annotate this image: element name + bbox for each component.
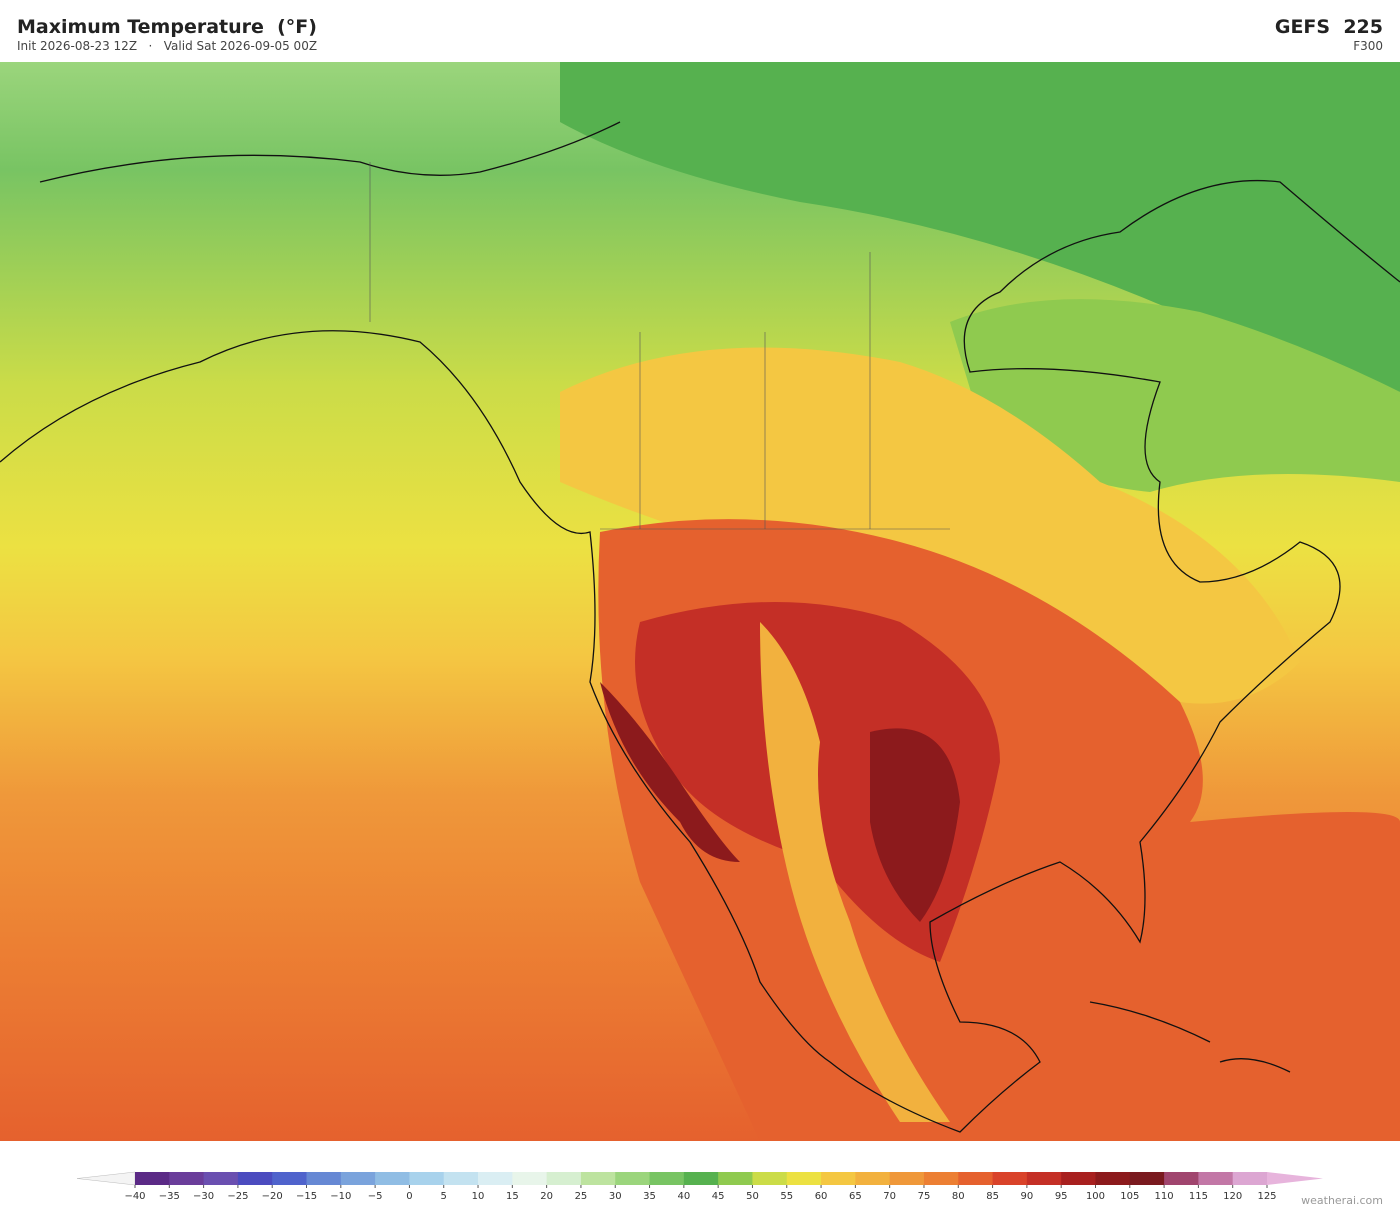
- color-box: [992, 1172, 1028, 1185]
- tick-label: 120: [1223, 1191, 1242, 1202]
- cool-zone: [950, 299, 1400, 492]
- tick-label: 40: [677, 1191, 690, 1202]
- tick-label: 60: [815, 1191, 828, 1202]
- tick-label: 65: [849, 1191, 862, 1202]
- extreme-zone: [870, 728, 960, 922]
- separator: ·: [148, 39, 153, 53]
- coastline: [1219, 1058, 1291, 1073]
- tick-label: 25: [575, 1191, 588, 1202]
- tick-label: −10: [330, 1191, 351, 1202]
- under-triangle: [76, 1171, 136, 1186]
- color-box: [615, 1172, 651, 1185]
- tick-label: 100: [1086, 1191, 1105, 1202]
- color-box: [409, 1172, 445, 1185]
- tick-label: −40: [124, 1191, 145, 1202]
- color-box: [375, 1172, 410, 1185]
- coastline: [39, 121, 621, 183]
- tick-label: 20: [540, 1191, 553, 1202]
- color-box: [272, 1172, 308, 1185]
- tick-label: 55: [780, 1191, 793, 1202]
- color-box: [752, 1172, 788, 1185]
- subtitle: Init 2026-08-23 12Z · Valid Sat 2026-09-…: [17, 39, 317, 53]
- tick-label: 85: [986, 1191, 999, 1202]
- color-box: [1129, 1172, 1165, 1185]
- color-box: [478, 1172, 513, 1185]
- tick-label: −15: [296, 1191, 317, 1202]
- tick-label: 45: [712, 1191, 725, 1202]
- color-box: [512, 1172, 548, 1185]
- color-box: [786, 1172, 822, 1185]
- border: [639, 252, 871, 529]
- tick-label: 110: [1155, 1191, 1174, 1202]
- color-box: [683, 1172, 719, 1185]
- coastline: [1089, 1001, 1211, 1043]
- forecast-hour: F300: [1353, 39, 1383, 53]
- color-box: [580, 1172, 616, 1185]
- over-triangle: [1267, 1172, 1323, 1185]
- tick-label: 125: [1257, 1191, 1276, 1202]
- tick-label: 90: [1021, 1191, 1034, 1202]
- color-box: [1026, 1172, 1062, 1185]
- highland-zone: [760, 622, 950, 1122]
- color-box: [135, 1172, 170, 1185]
- warm-zone: [560, 347, 1300, 704]
- color-box: [169, 1172, 205, 1185]
- color-box: [1061, 1172, 1096, 1185]
- color-box: [203, 1172, 239, 1185]
- tick-label: 5: [441, 1191, 447, 1202]
- coastline: [0, 179, 1400, 1133]
- color-box: [306, 1172, 342, 1185]
- map: [0, 62, 1400, 1141]
- tick-label: 10: [472, 1191, 485, 1202]
- tick-label: 80: [952, 1191, 965, 1202]
- color-box: [821, 1172, 856, 1185]
- color-box: [1232, 1172, 1268, 1185]
- tick-label: 35: [643, 1191, 656, 1202]
- tick-label: −35: [159, 1191, 180, 1202]
- color-box: [1095, 1172, 1131, 1185]
- tick-label: −20: [262, 1191, 283, 1202]
- color-box: [718, 1172, 753, 1185]
- title: Maximum Temperature (°F): [17, 16, 317, 38]
- tick-label: −30: [193, 1191, 214, 1202]
- tick-label: 75: [918, 1191, 931, 1202]
- color-box: [649, 1172, 685, 1185]
- extreme-zone: [600, 682, 740, 862]
- watermark: weatherai.com: [1301, 1194, 1383, 1207]
- color-box: [923, 1172, 959, 1185]
- tick-label: 70: [883, 1191, 896, 1202]
- tick-label: 30: [609, 1191, 622, 1202]
- tick-label: 105: [1120, 1191, 1139, 1202]
- tick-label: 50: [746, 1191, 759, 1202]
- color-box: [443, 1172, 479, 1185]
- color-box: [237, 1172, 273, 1185]
- color-box: [340, 1172, 376, 1185]
- valid: Valid Sat 2026-09-05 00Z: [163, 39, 318, 53]
- color-box: [1198, 1172, 1234, 1185]
- colorbar: −40 −35 −30 −25 −20 −15 −10 −5 0 5 10 15 20 25 30 35 40 4…: [76, 1171, 1323, 1202]
- color-box: [546, 1172, 582, 1185]
- tick-label: 0: [406, 1191, 412, 1202]
- init: Init 2026-08-23 12Z: [17, 39, 138, 53]
- tick-label: 115: [1189, 1191, 1208, 1202]
- color-box: [1164, 1172, 1199, 1185]
- model: GEFS 225: [1274, 16, 1383, 38]
- color-box: [889, 1172, 925, 1185]
- tick-label: 15: [506, 1191, 519, 1202]
- coastlines: [0, 121, 1400, 1133]
- color-box: [855, 1172, 891, 1185]
- color-box: [958, 1172, 994, 1185]
- borders: [369, 162, 950, 530]
- cold-zone: [560, 62, 1400, 392]
- tick-label: −25: [227, 1191, 248, 1202]
- tick-label: 95: [1055, 1191, 1068, 1202]
- tick-label: −5: [368, 1191, 383, 1202]
